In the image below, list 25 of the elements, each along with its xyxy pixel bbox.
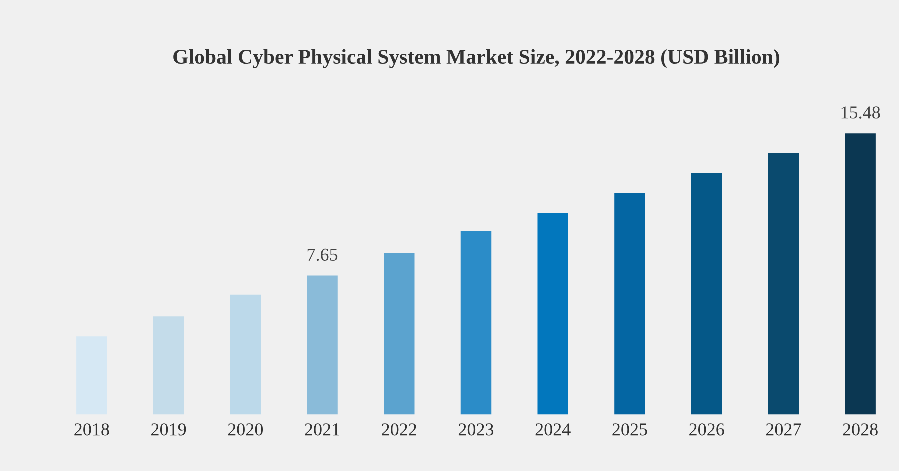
bar — [384, 253, 415, 415]
bar — [460, 231, 492, 415]
bar — [538, 213, 568, 415]
x-tick-label: 2024 — [536, 424, 571, 436]
bar — [230, 294, 262, 415]
x-tick-label: 2026 — [690, 424, 724, 436]
bar — [76, 336, 108, 415]
x-tick-label: 2018 — [74, 424, 110, 436]
data-label: 15.48 — [842, 106, 880, 119]
bar — [768, 153, 800, 415]
x-tick-label: 2020 — [228, 424, 264, 436]
bar — [153, 316, 184, 415]
x-tick-label: 2027 — [766, 424, 802, 436]
x-tick-label: 2022 — [382, 424, 416, 436]
x-tick-label: 2021 — [305, 424, 340, 436]
x-tick-label: 2028 — [843, 424, 878, 436]
x-tick-label: 2019 — [152, 424, 186, 436]
data-label: 7.65 — [308, 248, 338, 262]
bar — [614, 193, 646, 415]
x-tick-label: 2025 — [612, 424, 648, 436]
x-tick-label: 2023 — [458, 424, 494, 436]
bar — [691, 173, 722, 415]
bar — [307, 276, 338, 415]
chart-title: Global Cyber Physical System Market Size, 2022-2028 (USD Billion) — [174, 49, 780, 68]
bar — [845, 134, 876, 415]
